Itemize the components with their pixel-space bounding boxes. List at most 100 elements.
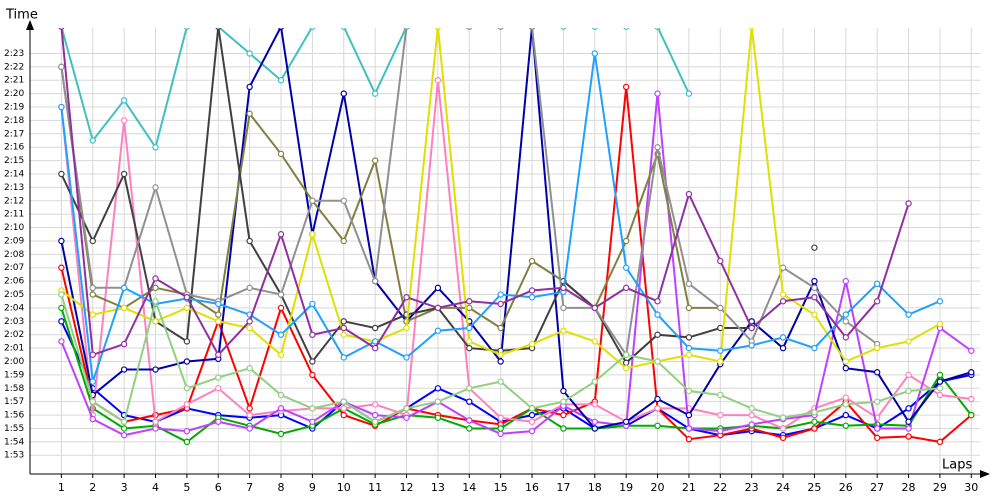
x-tick-label: 25 — [807, 481, 821, 494]
point — [497, 300, 504, 308]
point — [89, 378, 96, 385]
point — [591, 304, 598, 312]
series-line — [60, 28, 910, 357]
point — [528, 405, 536, 412]
x-tick-label: 12 — [400, 481, 414, 494]
point — [466, 398, 473, 405]
point — [873, 434, 881, 442]
point — [748, 421, 755, 428]
x-axis-label: Laps — [942, 458, 972, 473]
point — [811, 244, 818, 251]
x-tick-label: 8 — [278, 481, 285, 494]
x-tick-label: 29 — [933, 481, 947, 494]
point — [403, 405, 410, 412]
point — [591, 425, 598, 432]
point — [309, 371, 316, 379]
point — [120, 431, 128, 439]
point — [466, 338, 473, 345]
point — [497, 358, 504, 365]
series-line — [60, 86, 972, 443]
point — [277, 351, 285, 358]
x-tick-label: 13 — [431, 481, 445, 494]
point — [246, 411, 253, 419]
x-tick-label: 22 — [713, 481, 727, 494]
y-axis-label: Time — [5, 8, 38, 23]
point — [842, 411, 850, 419]
point — [120, 340, 128, 348]
point — [842, 334, 850, 341]
x-tick-label: 21 — [682, 481, 696, 494]
point — [654, 395, 661, 403]
point — [779, 344, 787, 352]
y-arrow — [26, 20, 34, 30]
point — [58, 237, 65, 245]
x-tick-label: 2 — [89, 481, 96, 494]
point — [58, 103, 65, 111]
point — [811, 409, 818, 416]
point — [497, 430, 504, 438]
point — [403, 354, 410, 361]
y-tick-label: 2:09 — [4, 236, 24, 246]
x-tick-label: 9 — [309, 481, 316, 494]
point — [560, 398, 567, 405]
point — [779, 425, 787, 432]
point — [215, 385, 222, 392]
y-tick-label: 2:16 — [4, 143, 24, 153]
point — [340, 405, 347, 412]
point — [591, 28, 598, 30]
point — [58, 318, 65, 325]
point — [215, 418, 222, 425]
x-tick-label: 28 — [902, 481, 916, 494]
point — [811, 344, 818, 352]
plot-area — [58, 28, 975, 446]
point — [654, 298, 661, 305]
point — [654, 422, 661, 429]
point — [152, 318, 159, 325]
point — [371, 90, 379, 97]
x-tick-label: 20 — [651, 481, 665, 494]
point — [905, 387, 912, 395]
x-tick-label: 24 — [776, 481, 790, 494]
point — [340, 237, 347, 245]
point — [466, 28, 473, 30]
point — [528, 418, 536, 425]
point — [622, 83, 630, 91]
point — [497, 28, 504, 30]
point — [89, 284, 96, 292]
y-tick-label: 2:22 — [4, 62, 24, 72]
point — [654, 358, 661, 365]
y-tick-label: 2:04 — [4, 303, 24, 313]
point — [434, 28, 441, 30]
point — [936, 391, 944, 399]
point — [278, 28, 284, 30]
series-line — [60, 307, 973, 444]
point — [685, 411, 693, 419]
point — [591, 418, 598, 425]
point — [497, 324, 504, 332]
series-line — [60, 28, 972, 430]
x-tick-label: 10 — [337, 481, 351, 494]
point — [277, 304, 285, 312]
point — [717, 391, 724, 399]
point — [779, 334, 787, 341]
series-line — [60, 80, 972, 430]
point — [591, 401, 598, 408]
point — [371, 338, 379, 345]
y-tick-label: 1:58 — [4, 384, 24, 394]
point — [152, 184, 159, 191]
point — [717, 347, 724, 354]
point — [968, 411, 975, 419]
point — [120, 170, 128, 178]
point — [905, 405, 912, 412]
point — [340, 28, 347, 30]
point — [560, 28, 567, 30]
point — [905, 433, 912, 440]
x-tick-label: 6 — [215, 481, 222, 494]
point — [748, 411, 755, 419]
point — [340, 398, 347, 405]
point — [434, 77, 442, 84]
y-tick-label: 2:15 — [4, 156, 24, 166]
x-tick-label: 26 — [839, 481, 853, 494]
y-tick-label: 2:14 — [4, 169, 24, 179]
point — [936, 298, 944, 305]
